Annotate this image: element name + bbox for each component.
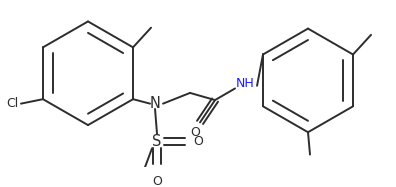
Text: O: O bbox=[193, 135, 203, 148]
Text: S: S bbox=[152, 134, 162, 149]
Text: O: O bbox=[152, 175, 162, 187]
Text: O: O bbox=[190, 126, 200, 139]
Text: NH: NH bbox=[236, 77, 254, 91]
Text: N: N bbox=[150, 96, 160, 111]
Text: Cl: Cl bbox=[7, 97, 19, 110]
